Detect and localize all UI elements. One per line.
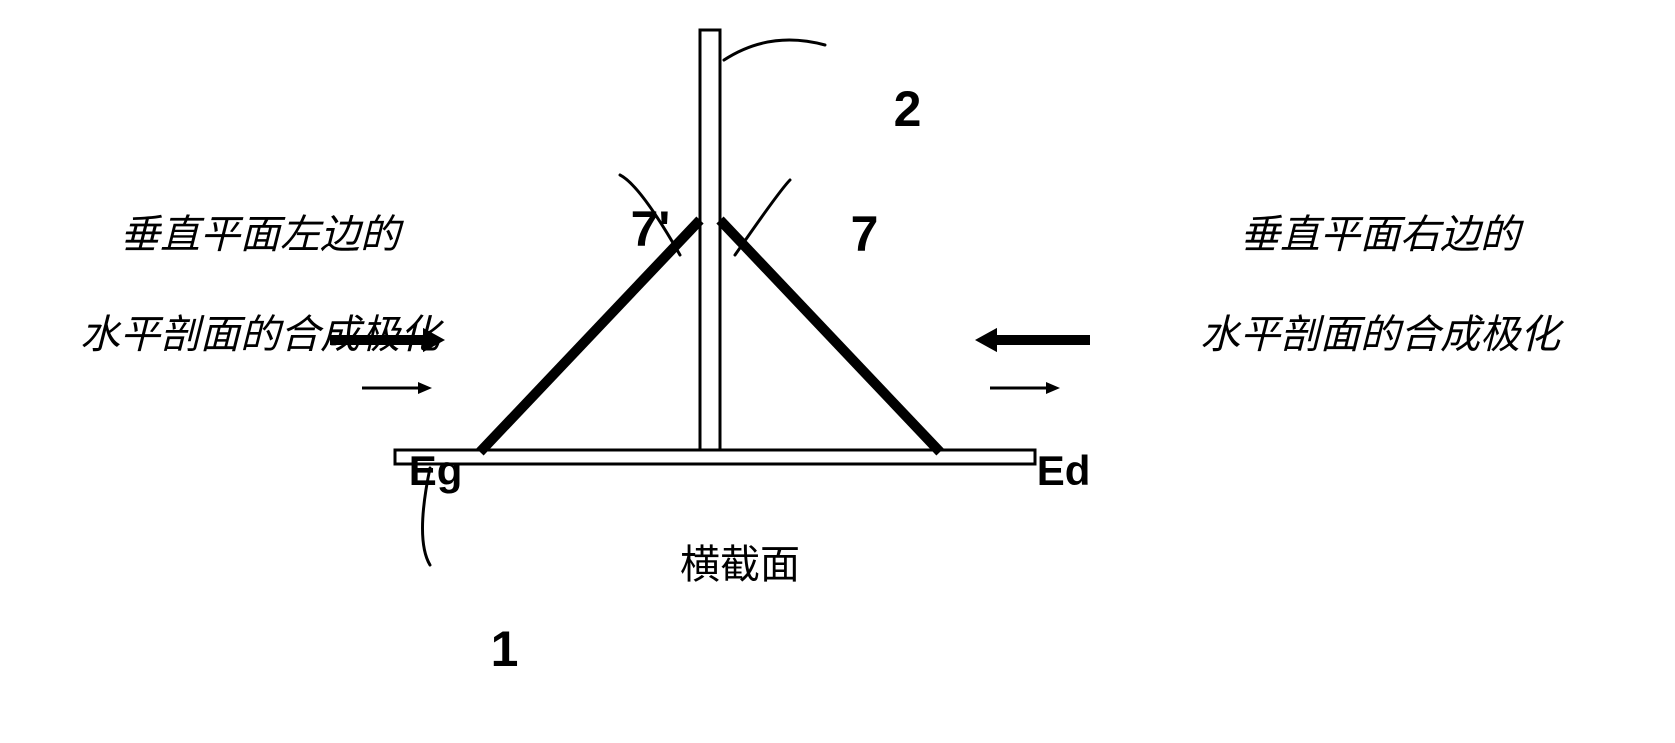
diagram-stage: 垂直平面左边的 水平剖面的合成极化 垂直平面右边的 水平剖面的合成极化 横截面 … <box>0 0 1675 649</box>
callout-7: 7 <box>795 140 878 328</box>
left-caption-line1: 垂直平面左边的 <box>120 212 400 257</box>
vector-label-eg: Eg <box>362 275 462 550</box>
right-caption-line1: 垂直平面右边的 <box>1240 212 1520 257</box>
vector-text-eg: Eg <box>409 447 463 494</box>
cross-section-text: 横截面 <box>680 542 800 587</box>
right-caption: 垂直平面右边的 水平剖面的合成极化 <box>1160 160 1560 410</box>
vector-arrow-ed-overline <box>990 380 1060 396</box>
vector-arrow-eg-overline <box>362 380 432 396</box>
callout-2-text: 2 <box>894 81 922 137</box>
vector-text-ed: Ed <box>1037 447 1091 494</box>
cross-section-caption: 横截面 <box>640 490 800 640</box>
callout-7-prime: 7' <box>575 135 670 323</box>
callout-7-text: 7 <box>851 206 879 262</box>
right-caption-line2: 水平剖面的合成极化 <box>1200 312 1560 357</box>
vector-label-ed: Ed <box>990 275 1090 550</box>
callout-7-prime-text: 7' <box>631 201 671 257</box>
